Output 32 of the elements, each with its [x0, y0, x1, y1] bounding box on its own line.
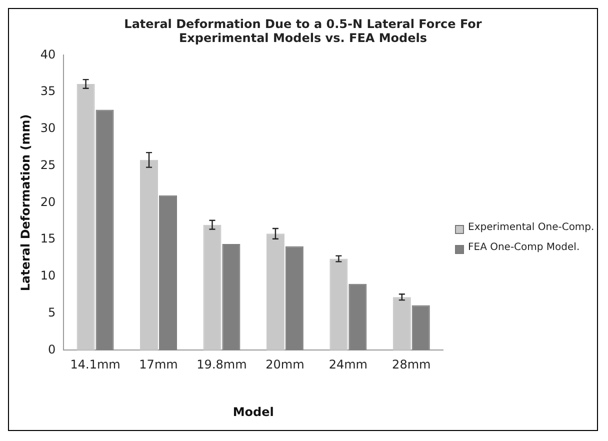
x-tick-label: 20mm: [266, 358, 304, 372]
y-tick-label: 0: [48, 342, 56, 356]
y-tick-label: 20: [40, 194, 56, 209]
bar: [222, 244, 240, 350]
bar: [285, 246, 304, 350]
bar: [140, 160, 158, 350]
y-tick-label: 30: [40, 121, 56, 136]
y-tick-label: 35: [40, 84, 56, 98]
bar: [76, 84, 95, 350]
legend-label: FEA One-Comp Model.: [468, 242, 580, 252]
legend-label: Experimental One-Comp.: [468, 222, 594, 232]
x-tick-label: 19.8mm: [196, 358, 247, 372]
y-axis-title: Lateral Deformation (mm): [18, 114, 32, 292]
x-tick-label: 28mm: [392, 358, 431, 372]
bar: [158, 195, 177, 350]
y-tick-label: 25: [40, 158, 56, 172]
bar: [348, 284, 367, 350]
y-tick-label: 5: [48, 305, 56, 320]
y-tick-label: 10: [40, 268, 56, 283]
x-tick-label: 14.1mm: [70, 358, 120, 372]
x-tick-label: 24mm: [328, 358, 368, 372]
x-axis-title: Model: [232, 404, 274, 419]
y-tick-label: 15: [40, 232, 56, 246]
chart-title: Lateral Deformation Due to a 0.5-N Lateral Force For Experimental Models vs. FEA Models: [123, 17, 483, 45]
y-tick-label: 40: [40, 47, 56, 62]
bar: [266, 234, 284, 350]
bar: [412, 305, 430, 350]
bar: [330, 258, 348, 350]
bar: [392, 297, 411, 350]
x-tick-label: 17mm: [139, 358, 178, 372]
bar: [96, 110, 114, 350]
bar: [203, 224, 222, 350]
